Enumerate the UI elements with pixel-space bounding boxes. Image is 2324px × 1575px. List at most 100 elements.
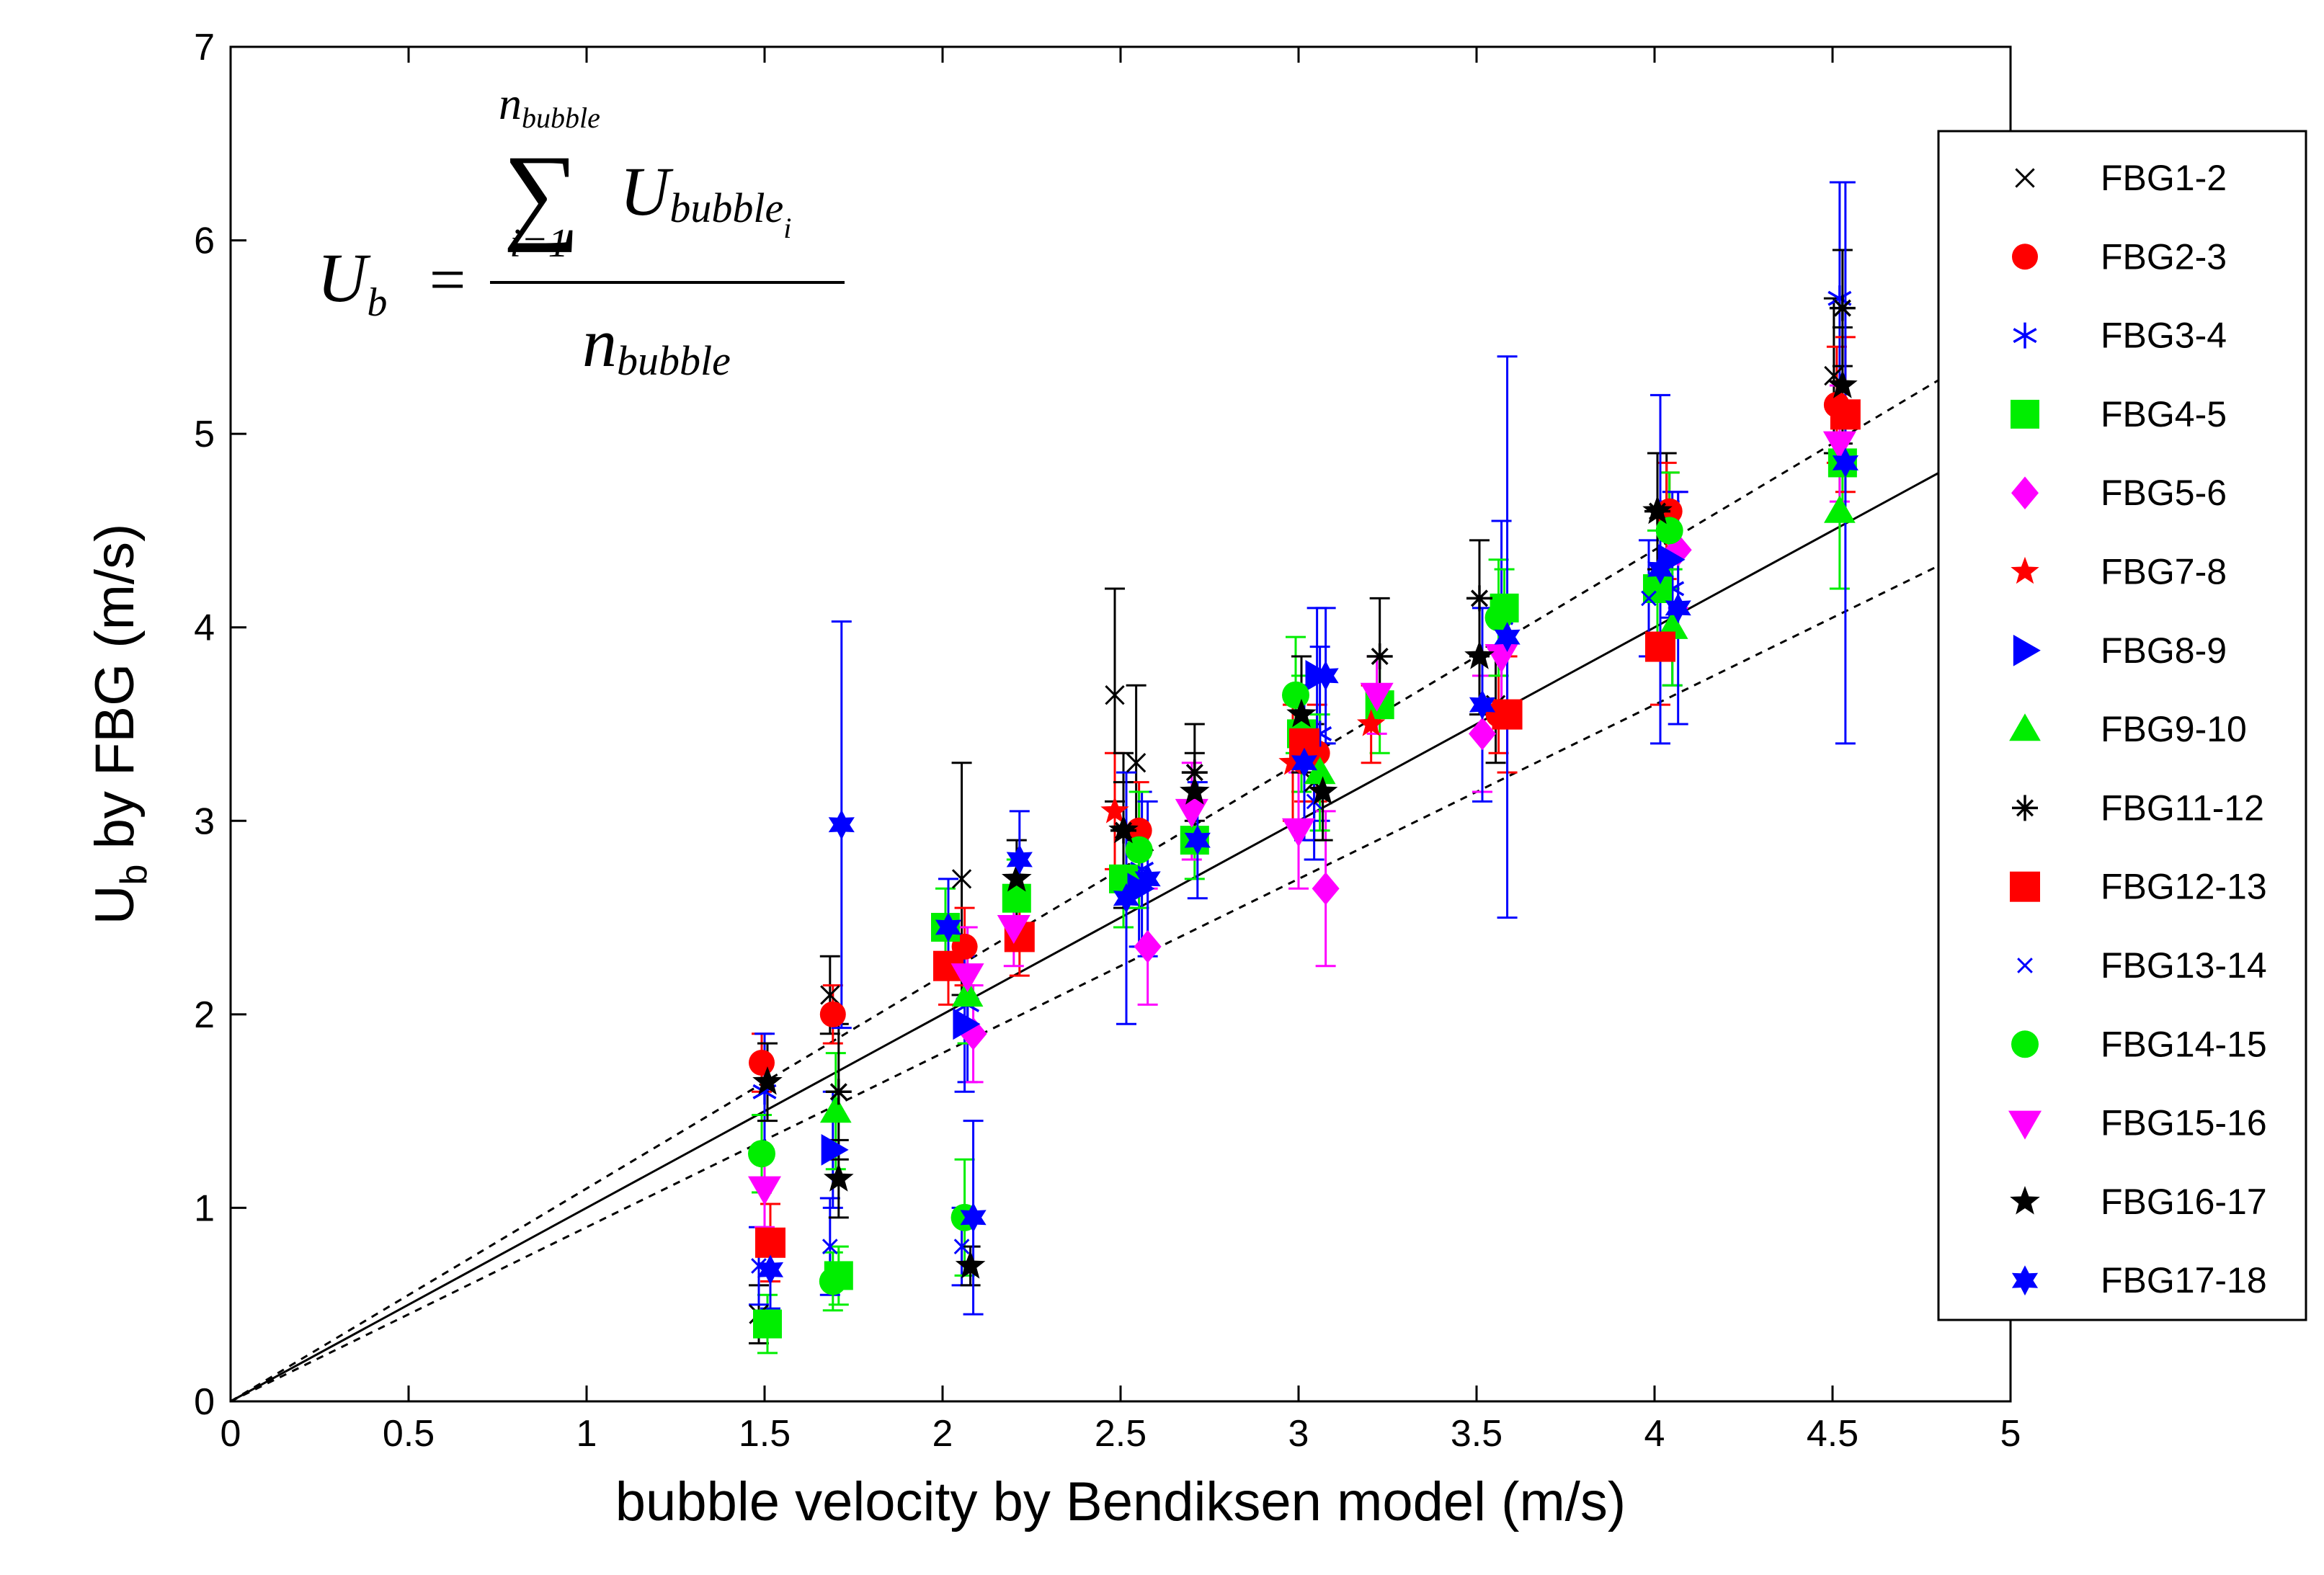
legend-item: FBG14-15 bbox=[2011, 1024, 2267, 1064]
data-point bbox=[1312, 872, 1340, 906]
data-point bbox=[997, 915, 1030, 944]
data-markers bbox=[748, 285, 1861, 1339]
data-point bbox=[1184, 825, 1211, 855]
errorbars-fbg11-12 bbox=[828, 249, 1853, 1161]
data-point bbox=[824, 1163, 854, 1192]
data-point bbox=[1282, 818, 1315, 847]
legend-item: FBG1-2 bbox=[2015, 158, 2227, 198]
legend-item: FBG9-10 bbox=[2009, 709, 2247, 749]
svg-text:Ub by FBG (m/s): Ub by FBG (m/s) bbox=[84, 524, 155, 925]
x-tick-label: 0 bbox=[221, 1413, 241, 1455]
x-tick-label: 2.5 bbox=[1095, 1413, 1147, 1455]
legend-item: FBG5-6 bbox=[2011, 473, 2227, 513]
legend-item: FBG11-12 bbox=[2012, 788, 2264, 828]
legend-label: FBG14-15 bbox=[2101, 1024, 2267, 1064]
data-point bbox=[1642, 495, 1673, 525]
legend-label: FBG11-12 bbox=[2101, 788, 2264, 828]
formula-equals: = bbox=[425, 244, 469, 316]
x-tick-label: 1.5 bbox=[739, 1413, 791, 1455]
x-tick-label: 3.5 bbox=[1451, 1413, 1502, 1455]
svg-text:nbubble: nbubble bbox=[499, 78, 600, 134]
legend-marker bbox=[2011, 476, 2039, 509]
legend-label: FBG12-13 bbox=[2101, 867, 2267, 907]
data-point bbox=[1134, 864, 1161, 894]
legend-label: FBG3-4 bbox=[2101, 316, 2227, 356]
data-point bbox=[753, 1309, 782, 1339]
legend: FBG1-2 FBG2-3 FBG3-4 FBG4-5 FBG5-6 FBG7-8 FBG8… bbox=[1937, 130, 2307, 1321]
data-point bbox=[822, 1239, 838, 1255]
errorbars-fbg13-14 bbox=[749, 539, 1659, 1306]
data-point bbox=[757, 1254, 784, 1285]
y-tick-label: 3 bbox=[194, 800, 215, 842]
data-point bbox=[1827, 370, 1858, 398]
data-point bbox=[1360, 682, 1394, 712]
legend-marker bbox=[2008, 1110, 2042, 1140]
svg-text:nbubble: nbubble bbox=[582, 304, 731, 384]
data-point bbox=[1312, 661, 1339, 691]
data-point bbox=[1286, 698, 1317, 728]
data-point bbox=[1832, 447, 1858, 478]
legend-label: FBG15-16 bbox=[2101, 1103, 2267, 1143]
legend-marker bbox=[2011, 1265, 2039, 1296]
y-tick-label: 2 bbox=[194, 994, 215, 1036]
data-point bbox=[1822, 431, 1856, 460]
legend-marker bbox=[2011, 399, 2039, 429]
y-tick-label: 0 bbox=[194, 1381, 215, 1423]
data-point bbox=[748, 1176, 781, 1205]
formula-annotation: Ub = nbubble ∑ i=1 Ububblei nbubble bbox=[317, 78, 845, 384]
formula-sum-symbol: ∑ bbox=[503, 133, 580, 253]
data-point bbox=[1647, 554, 1674, 584]
data-point bbox=[1484, 604, 1513, 632]
y-axis-title: Ub by FBG (m/s) bbox=[84, 524, 155, 925]
reference-lines bbox=[230, 336, 2011, 1403]
data-point bbox=[1126, 817, 1152, 844]
legend-box bbox=[1937, 130, 2307, 1321]
y-tick-label: 5 bbox=[194, 414, 215, 455]
formula-lhs-sub: b bbox=[367, 280, 387, 325]
legend-label: FBG2-3 bbox=[2101, 236, 2227, 277]
legend-label: FBG17-18 bbox=[2101, 1260, 2267, 1300]
x-tick-label: 4.5 bbox=[1807, 1413, 1858, 1455]
data-point bbox=[1108, 814, 1139, 844]
data-point bbox=[1304, 757, 1336, 785]
series-fbg14-15 bbox=[748, 517, 1683, 1295]
y-axis-title-subscript: b bbox=[113, 865, 155, 885]
formula-numerator-var: U bbox=[620, 153, 674, 230]
data-point bbox=[752, 1066, 783, 1095]
errorbars-fbg17-18 bbox=[760, 181, 1856, 1316]
legend-item: FBG17-18 bbox=[2011, 1260, 2267, 1300]
data-point bbox=[749, 1050, 775, 1076]
series-fbg13-14 bbox=[751, 590, 1657, 1274]
series-fbg15-16 bbox=[748, 431, 1856, 1205]
data-point bbox=[1492, 699, 1523, 730]
formula-numerator-subsub: i bbox=[783, 212, 791, 244]
data-point bbox=[1494, 622, 1521, 652]
data-point bbox=[828, 809, 855, 840]
legend-item: FBG13-14 bbox=[2017, 945, 2267, 986]
data-point bbox=[819, 1267, 847, 1295]
data-point bbox=[755, 1227, 785, 1258]
legend-label: FBG16-17 bbox=[2101, 1182, 2267, 1222]
data-point bbox=[1282, 681, 1309, 709]
data-point bbox=[951, 979, 984, 1007]
legend-marker bbox=[2017, 958, 2033, 973]
y-axis-title-rest: by FBG (m/s) bbox=[84, 524, 146, 865]
x-tick-label: 2 bbox=[932, 1413, 953, 1455]
data-point bbox=[1113, 883, 1140, 914]
y-tick-label: 6 bbox=[194, 220, 215, 262]
data-point bbox=[935, 912, 962, 942]
legend-marker bbox=[2009, 713, 2041, 741]
data-point bbox=[1655, 517, 1683, 545]
x-tick-label: 0.5 bbox=[383, 1413, 435, 1455]
series-fbg12-13 bbox=[755, 399, 1861, 1258]
x-axis-title: bubble velocity by Bendiksen model (m/s) bbox=[615, 1471, 1626, 1532]
legend-label: FBG4-5 bbox=[2101, 394, 2227, 434]
svg-text:Ub: Ub bbox=[317, 239, 387, 325]
legend-marker bbox=[2013, 634, 2041, 666]
series-fbg16-17 bbox=[752, 370, 1858, 1279]
data-point bbox=[1824, 495, 1856, 523]
legend-label: FBG13-14 bbox=[2101, 945, 2267, 986]
data-point bbox=[1126, 753, 1147, 773]
errorbars-fbg8-9 bbox=[822, 500, 1680, 1209]
